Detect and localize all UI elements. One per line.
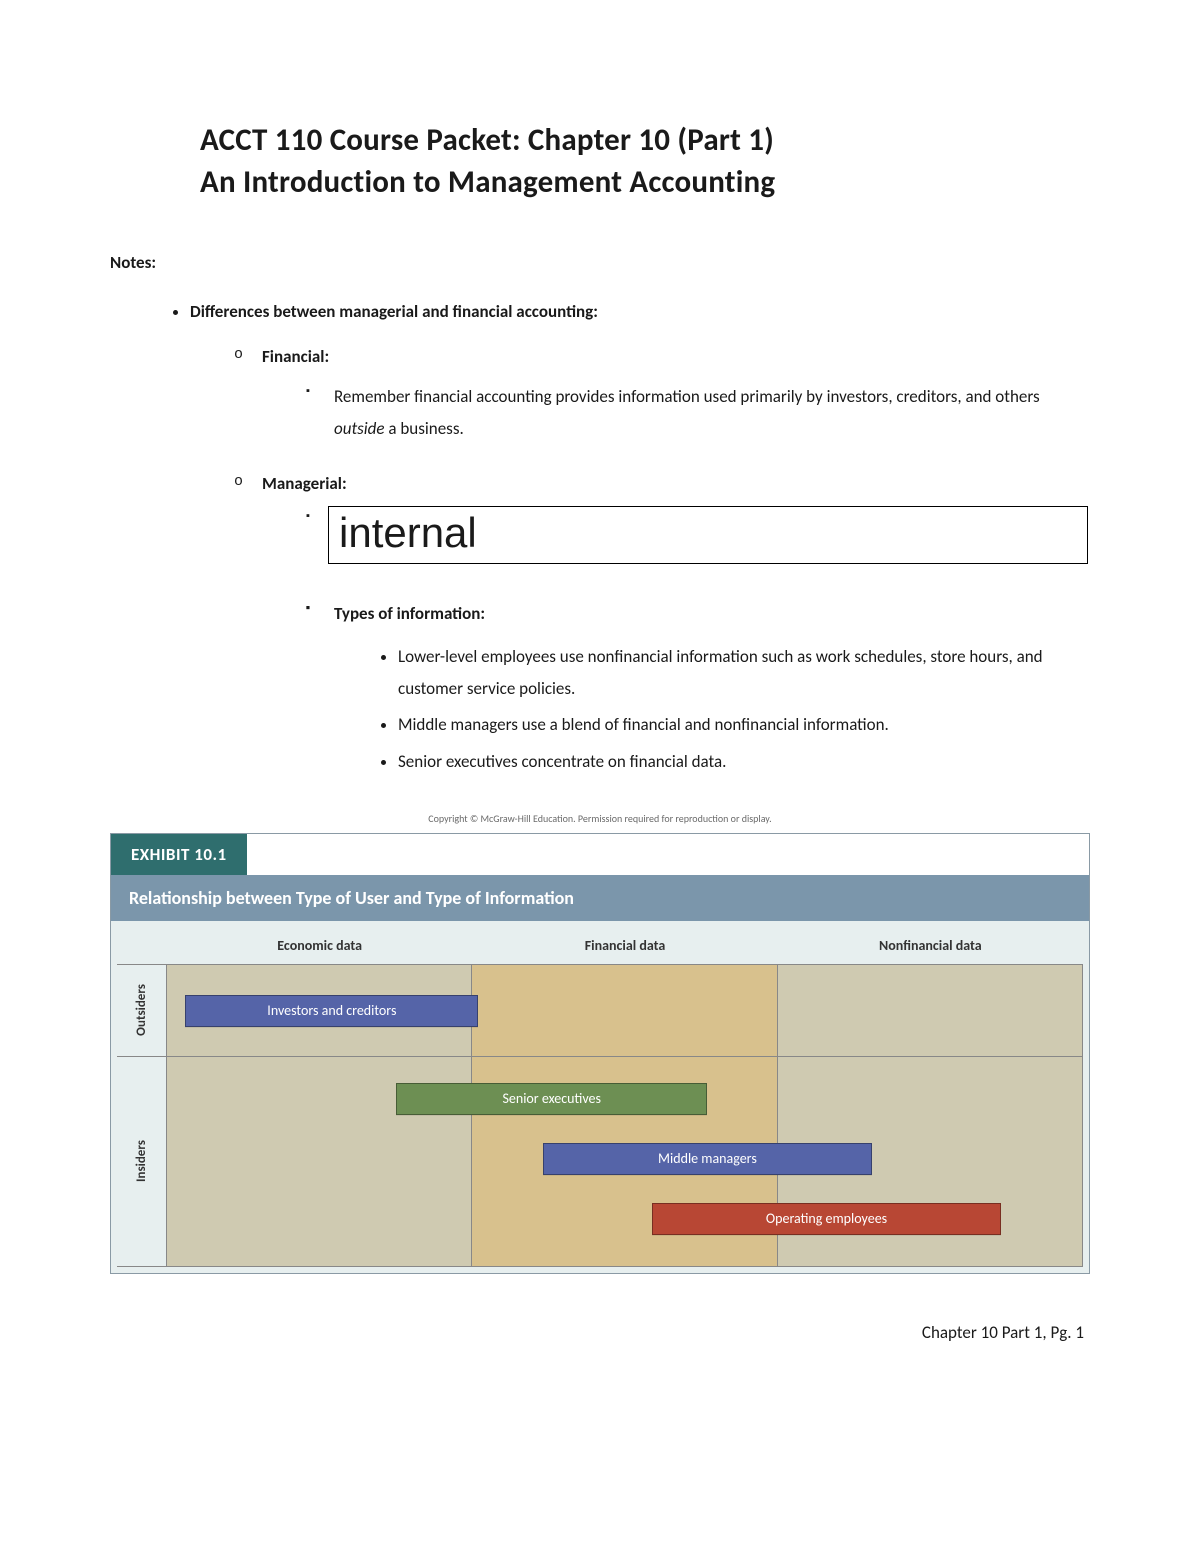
financial-bullet-suffix: a business. xyxy=(385,418,464,439)
title-line-2: An Introduction to Management Accounting xyxy=(200,162,1090,204)
exhibit-col-headers: Economic data Financial data Nonfinancia… xyxy=(117,927,1083,964)
exhibit-title: Relationship between Type of User and Ty… xyxy=(111,875,1089,921)
managerial-heading: Managerial: internal Types of informatio… xyxy=(234,473,1090,778)
rowlabel-insiders: Insiders xyxy=(117,1057,167,1267)
exhibit-body: Economic data Financial data Nonfinancia… xyxy=(111,921,1089,1273)
top-bullet: Differences between managerial and finan… xyxy=(190,301,1090,778)
types-item-1: Middle managers use a blend of financial… xyxy=(398,709,1090,741)
title-line-1: ACCT 110 Course Packet: Chapter 10 (Part… xyxy=(200,120,1090,162)
cell-out-nonfin xyxy=(778,965,1083,1057)
outline-root: Differences between managerial and finan… xyxy=(110,301,1090,778)
exhibit-copyright: Copyright © McGraw-Hill Education. Permi… xyxy=(110,812,1090,825)
rowlabel-outsiders: Outsiders xyxy=(117,965,167,1057)
col-header-0: Economic data xyxy=(167,937,472,954)
col-header-1: Financial data xyxy=(472,937,777,954)
managerial-label: Managerial: xyxy=(262,473,347,494)
cell-out-econ xyxy=(167,965,472,1057)
internal-box: internal xyxy=(328,506,1088,564)
managerial-box-item: internal xyxy=(306,506,1090,564)
cell-in-econ xyxy=(167,1057,472,1267)
cell-out-fin xyxy=(472,965,777,1057)
financial-bullet-prefix: Remember financial accounting provides i… xyxy=(334,386,1040,407)
types-item-2: Senior executives concentrate on financi… xyxy=(398,746,1090,778)
notes-heading: Notes: xyxy=(110,252,1090,273)
financial-bullet-italic: outside xyxy=(334,418,385,439)
financial-label: Financial: xyxy=(262,346,329,367)
top-bullet-text: Differences between managerial and finan… xyxy=(190,301,598,322)
financial-bullet: Remember financial accounting provides i… xyxy=(306,381,1090,446)
types-label: Types of information: xyxy=(334,603,485,624)
page-title-block: ACCT 110 Course Packet: Chapter 10 (Part… xyxy=(200,120,1090,204)
col-header-2: Nonfinancial data xyxy=(778,937,1083,954)
exhibit-tab: EXHIBIT 10.1 xyxy=(111,834,247,875)
page-footer: Chapter 10 Part 1, Pg. 1 xyxy=(110,1322,1090,1343)
types-heading: Types of information: Lower-level employ… xyxy=(306,598,1090,777)
types-item-0: Lower-level employees use nonfinancial i… xyxy=(398,641,1090,706)
exhibit-grid: Outsiders Insiders Investors and credito… xyxy=(117,964,1083,1267)
cell-in-fin xyxy=(472,1057,777,1267)
cell-in-nonfin xyxy=(778,1057,1083,1267)
exhibit-container: EXHIBIT 10.1 Relationship between Type o… xyxy=(110,833,1090,1274)
financial-heading: Financial: Remember financial accounting… xyxy=(234,346,1090,446)
